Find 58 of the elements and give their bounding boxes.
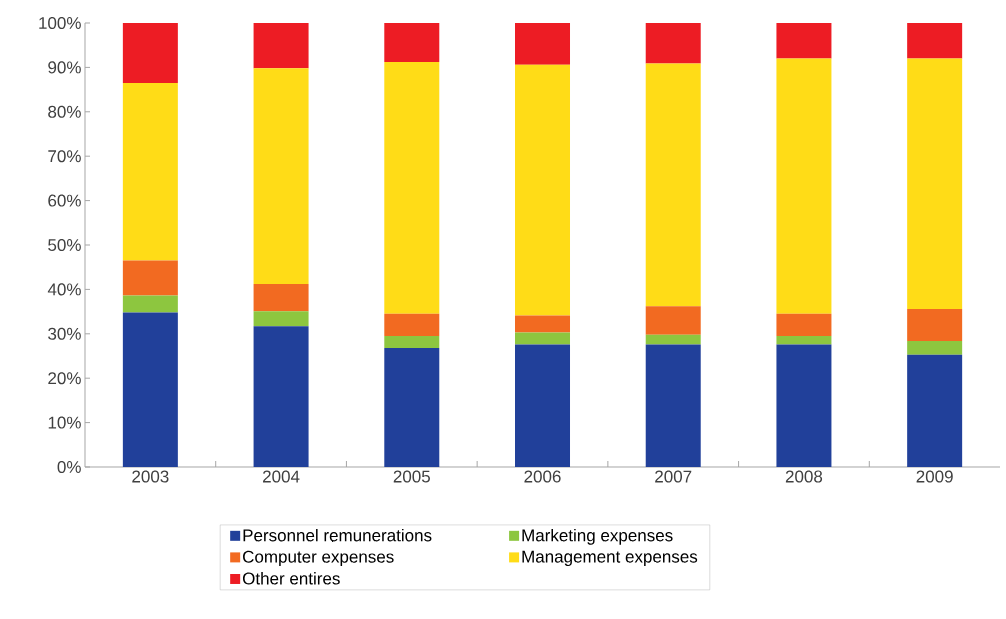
legend-label: Marketing expenses <box>522 528 673 545</box>
x-tick-label: 2003 <box>132 470 169 483</box>
bar <box>776 22 832 59</box>
bar <box>515 64 571 316</box>
bar <box>384 313 440 337</box>
x-tick-label: 2009 <box>916 470 953 483</box>
bar <box>122 22 178 83</box>
x-tick-label: 2007 <box>655 470 692 483</box>
bar <box>253 284 309 312</box>
bar <box>253 311 309 327</box>
bar <box>776 313 832 337</box>
legend-label: Management expenses <box>522 550 698 567</box>
legend-label: Computer expenses <box>243 550 394 567</box>
bar <box>122 295 178 313</box>
legend-label: Personnel remunerations <box>243 528 432 542</box>
y-tick-label: 40% <box>47 283 81 296</box>
bar <box>384 62 440 314</box>
y-tick-label: 60% <box>48 194 81 207</box>
bar <box>122 260 178 296</box>
bar <box>253 326 309 467</box>
bar <box>645 344 701 467</box>
bar <box>122 312 178 467</box>
x-tick-label: 2008 <box>785 470 823 483</box>
bar <box>515 315 571 333</box>
bar <box>907 340 963 355</box>
y-tick-label: 80% <box>48 105 81 118</box>
x-tick-label: 2005 <box>393 470 430 483</box>
bar <box>645 334 701 345</box>
bar <box>776 58 832 314</box>
y-tick-label: 0% <box>57 460 81 474</box>
y-tick-label: 30% <box>48 327 81 340</box>
bar <box>907 22 963 59</box>
bar <box>907 58 963 309</box>
bar <box>253 22 309 69</box>
bar <box>515 332 571 345</box>
bar <box>645 63 701 307</box>
bar <box>122 82 178 261</box>
legend-label: Other entires <box>242 572 340 585</box>
x-tick-label: 2006 <box>524 470 561 483</box>
bar <box>515 22 571 65</box>
bar <box>645 22 701 64</box>
bar <box>776 344 832 467</box>
bar <box>515 344 571 467</box>
x-tick-label: 2004 <box>263 470 300 483</box>
bar <box>645 306 701 335</box>
bar <box>384 22 440 63</box>
y-tick-label: 20% <box>48 372 81 385</box>
bar <box>907 354 963 467</box>
y-tick-label: 70% <box>48 150 81 163</box>
bar <box>907 308 963 341</box>
bar <box>384 348 440 467</box>
y-tick-label: 90% <box>48 61 81 74</box>
y-tick-label: 10% <box>48 416 81 429</box>
y-tick-label: 100% <box>39 16 81 30</box>
bar <box>776 336 832 345</box>
bar <box>253 68 309 285</box>
bar <box>384 336 440 348</box>
y-tick-label: 50% <box>48 238 81 252</box>
